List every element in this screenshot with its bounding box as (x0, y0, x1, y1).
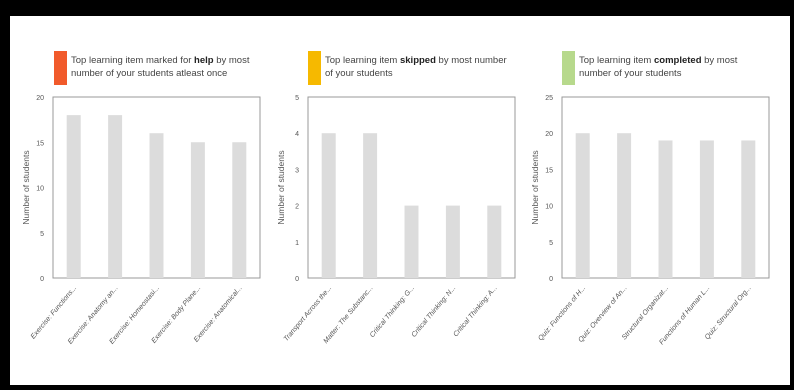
x-tick-label: Transport Across the... (283, 285, 333, 343)
x-tick-label: Exercise: Anatomical... (193, 285, 244, 344)
skipped-legend-swatch (308, 51, 321, 85)
completed-legend-text: Top learning item completed by most numb… (579, 54, 771, 80)
skipped-legend-text: Top learning item skipped by most number… (325, 54, 515, 80)
y-tick-label: 10 (36, 186, 44, 193)
y-axis-label: Number of students (530, 150, 540, 224)
x-tick-label: Critical Thinking: A... (452, 285, 498, 339)
x-tick-label: Structural Organizat... (621, 285, 670, 342)
x-tick-label: Critical Thinking: N... (411, 285, 458, 339)
y-tick-label: 5 (40, 231, 44, 238)
help-chart-panel: Top learning item marked for help by mos… (10, 16, 270, 385)
legend-prefix: Top learning item (579, 55, 654, 66)
y-tick-label: 25 (545, 95, 553, 102)
legend-prefix: Top learning item (325, 55, 400, 66)
legend-suffix: by most number of your students atleast … (71, 55, 250, 79)
legend-bold: completed (653, 55, 702, 66)
y-tick-label: 5 (295, 95, 299, 102)
y-tick-label: 0 (40, 276, 44, 283)
x-tick-label: Matter: The Substanc... (322, 285, 374, 345)
help-bar-chart: 0 5 10 15 20 Number of students Exercise: Func… (21, 95, 261, 346)
bar[interactable] (487, 205, 502, 278)
y-axis-label: Number of students (21, 150, 31, 224)
help-legend-swatch (54, 51, 67, 85)
bar[interactable] (149, 133, 164, 278)
y-tick-label: 15 (36, 140, 44, 147)
y-tick-label: 2 (295, 204, 299, 211)
bar[interactable] (404, 205, 419, 278)
bar[interactable] (190, 142, 205, 278)
y-tick-label: 3 (295, 167, 299, 174)
y-tick-label: 20 (36, 95, 44, 102)
bar[interactable] (699, 140, 714, 278)
y-tick-label: 15 (545, 167, 553, 174)
legend-suffix: by most number of your students (579, 55, 738, 79)
legend-prefix: Top learning item marked for (71, 55, 195, 66)
bar[interactable] (658, 140, 673, 278)
completed-chart-panel: Top learning item completed by most numb… (519, 16, 781, 385)
legend-bold: help (194, 55, 214, 66)
dashboard-frame: Top learning item marked for help by mos… (10, 16, 790, 385)
x-tick-label: Quiz: Structural Org... (704, 285, 753, 341)
x-tick-label: Critical Thinking: G... (369, 285, 416, 339)
bar[interactable] (232, 142, 247, 278)
bar[interactable] (321, 133, 336, 278)
x-tick-label: Exercise: Functions... (30, 285, 78, 341)
help-legend-text: Top learning item marked for help by mos… (71, 54, 261, 80)
completed-legend-swatch (562, 51, 575, 85)
skipped-bar-chart: 0 1 2 3 4 5 Number of students Transport Across… (276, 95, 516, 345)
bar[interactable] (363, 133, 378, 278)
y-tick-label: 4 (295, 131, 299, 138)
y-tick-label: 10 (545, 204, 553, 211)
y-tick-label: 0 (549, 276, 553, 283)
bar[interactable] (575, 133, 590, 278)
bar[interactable] (617, 133, 632, 278)
y-tick-label: 5 (549, 240, 553, 247)
y-axis-label: Number of students (276, 150, 286, 224)
skipped-chart-panel: Top learning item skipped by most number… (265, 16, 525, 385)
legend-bold: skipped (399, 55, 436, 66)
y-tick-label: 1 (295, 240, 299, 247)
legend-suffix: by most number of your students (325, 55, 507, 79)
x-tick-label: Quiz: Overview of An... (577, 285, 628, 344)
y-tick-label: 20 (545, 131, 553, 138)
bar[interactable] (741, 140, 756, 278)
bar[interactable] (66, 115, 81, 278)
x-tick-label: Quiz: Functions of H... (537, 285, 587, 343)
bar[interactable] (108, 115, 123, 278)
bar[interactable] (445, 205, 460, 278)
y-tick-label: 0 (295, 276, 299, 283)
completed-bar-chart: 0 5 10 15 20 25 Number of students Quiz: Functi… (530, 95, 770, 346)
